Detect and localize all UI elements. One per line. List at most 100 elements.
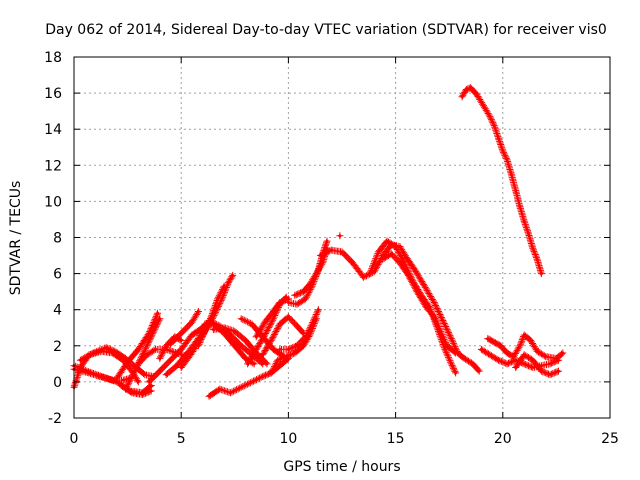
- x-tick-label: 20: [494, 431, 512, 447]
- data-point: [179, 365, 183, 369]
- data-point: [505, 158, 509, 162]
- y-tick-label: 10: [44, 194, 62, 210]
- data-point: [316, 308, 320, 312]
- data-point: [263, 320, 267, 324]
- data-point: [469, 86, 473, 90]
- data-point: [190, 351, 194, 355]
- data-point: [424, 304, 428, 308]
- data-point: [471, 362, 475, 366]
- data-point: [518, 344, 522, 348]
- data-point: [340, 250, 344, 254]
- data-point: [244, 338, 248, 342]
- data-point: [310, 322, 314, 326]
- data-point: [561, 351, 565, 355]
- data-point: [548, 373, 552, 377]
- data-point: [278, 300, 282, 304]
- data-point: [164, 373, 168, 377]
- data-point: [265, 362, 269, 366]
- data-point: [514, 365, 518, 369]
- data-point: [168, 342, 172, 346]
- data-point: [226, 281, 230, 285]
- data-point: [269, 371, 273, 375]
- data-point: [381, 257, 385, 261]
- data-point: [394, 245, 398, 249]
- data-point: [126, 360, 130, 364]
- data-point: [252, 362, 256, 366]
- data-point: [211, 328, 215, 332]
- series-arc31: [458, 84, 545, 278]
- data-point: [153, 347, 157, 351]
- data-point: [398, 261, 402, 265]
- y-tick-label: -2: [48, 411, 62, 427]
- data-point: [121, 378, 125, 382]
- y-tick-label: 18: [44, 50, 62, 66]
- data-point: [497, 136, 501, 140]
- data-point: [271, 347, 275, 351]
- data-point: [497, 358, 501, 362]
- data-point: [449, 337, 453, 341]
- data-point: [229, 391, 233, 395]
- data-point: [372, 270, 376, 274]
- data-point: [179, 331, 183, 335]
- data-point: [398, 245, 402, 249]
- data-point: [207, 319, 211, 323]
- y-axis-label: SDTVAR / TECUs: [8, 181, 24, 296]
- series-arc14: [194, 282, 228, 350]
- data-point: [216, 297, 220, 301]
- data-point: [454, 351, 458, 355]
- data-point: [308, 282, 312, 286]
- data-point: [376, 250, 380, 254]
- data-point: [164, 344, 168, 348]
- data-point: [233, 344, 237, 348]
- data-point: [295, 302, 299, 306]
- data-point: [207, 394, 211, 398]
- data-point: [351, 261, 355, 265]
- series-arc06: [122, 315, 164, 393]
- chart-title: Day 062 of 2014, Sidereal Day-to-day VTE…: [45, 22, 607, 38]
- data-point: [389, 252, 393, 256]
- x-tick-label: 0: [70, 431, 79, 447]
- data-point: [406, 273, 410, 277]
- data-point: [254, 335, 258, 339]
- data-point: [201, 326, 205, 330]
- data-point: [295, 344, 299, 348]
- data-point: [402, 261, 406, 265]
- data-point: [156, 311, 160, 315]
- series-arc07: [117, 382, 155, 398]
- data-point: [286, 315, 290, 319]
- y-tick-label: 12: [44, 158, 62, 174]
- data-point: [143, 373, 147, 377]
- data-point: [535, 257, 539, 261]
- series-arc24: [276, 306, 322, 353]
- data-point: [284, 355, 288, 359]
- data-point: [454, 371, 458, 375]
- data-point: [220, 297, 224, 301]
- data-point: [286, 347, 290, 351]
- data-point: [261, 353, 265, 357]
- data-point: [449, 362, 453, 366]
- x-tick-label: 25: [601, 431, 619, 447]
- data-point: [415, 290, 419, 294]
- data-point: [548, 362, 552, 366]
- data-point: [492, 340, 496, 344]
- data-point: [304, 297, 308, 301]
- data-point: [246, 362, 250, 366]
- data-point: [539, 369, 543, 373]
- data-point: [432, 300, 436, 304]
- data-point: [250, 322, 254, 326]
- data-point: [531, 365, 535, 369]
- data-point: [149, 389, 153, 393]
- data-point: [338, 234, 342, 238]
- data-point: [209, 315, 213, 319]
- data-point: [509, 172, 513, 176]
- data-point: [301, 290, 305, 294]
- series-arc12: [167, 308, 202, 348]
- axis-ticks: 0 5 10 15 20 25 -2 0 2 4 6 8 10 12 14 16 18: [44, 50, 619, 447]
- data-point: [486, 337, 490, 341]
- data-point: [304, 335, 308, 339]
- data-point: [522, 353, 526, 357]
- data-point: [276, 358, 280, 362]
- data-point: [130, 391, 134, 395]
- data-point: [218, 387, 222, 391]
- data-point: [539, 272, 543, 276]
